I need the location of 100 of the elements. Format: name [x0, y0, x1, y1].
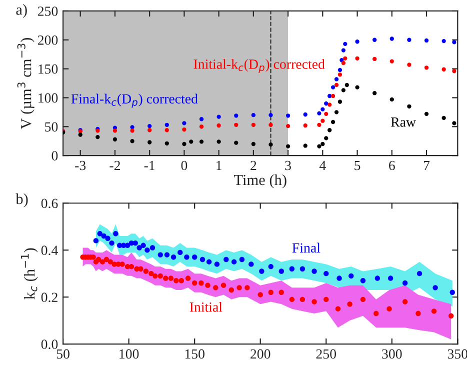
point — [338, 68, 342, 72]
point — [200, 256, 206, 262]
point — [101, 233, 106, 239]
point — [105, 236, 110, 241]
point — [341, 88, 346, 92]
point — [407, 38, 412, 42]
point — [336, 276, 342, 281]
point — [248, 262, 254, 267]
point — [432, 285, 438, 290]
point — [312, 268, 317, 274]
point — [192, 254, 198, 260]
point — [328, 128, 332, 132]
point — [158, 252, 163, 258]
point — [372, 38, 377, 42]
point — [112, 137, 118, 142]
point — [360, 296, 366, 302]
point — [164, 141, 169, 146]
point — [300, 266, 306, 272]
point — [78, 132, 82, 137]
point — [374, 310, 379, 316]
point — [163, 276, 168, 281]
point — [320, 142, 325, 146]
point — [317, 111, 322, 116]
x-tick-label: 3 — [285, 160, 291, 170]
y-tick-label: 0.4 — [41, 246, 58, 256]
x-tick-label: 200 — [250, 349, 270, 359]
point — [343, 56, 348, 60]
point — [324, 296, 329, 302]
point — [431, 308, 437, 314]
x-tick-label: -1 — [144, 160, 155, 170]
point — [390, 59, 394, 64]
y-tick-label: 0 — [52, 151, 58, 161]
point — [236, 285, 242, 290]
point — [220, 282, 226, 288]
x-tick-label: 0 — [181, 160, 188, 170]
series-label: Final — [292, 242, 320, 253]
point — [199, 140, 204, 144]
point — [424, 66, 429, 70]
point — [355, 40, 360, 44]
point — [158, 273, 163, 279]
point — [205, 282, 210, 288]
point — [112, 128, 118, 133]
point — [341, 48, 346, 52]
x-tick-label: 50 — [56, 349, 70, 359]
point — [343, 42, 348, 46]
point — [386, 306, 392, 312]
point — [341, 60, 346, 66]
point — [136, 245, 142, 250]
point — [189, 140, 194, 144]
point — [199, 117, 204, 122]
point — [97, 231, 102, 236]
point — [355, 56, 360, 60]
point — [168, 276, 174, 281]
y-axis-title: k$_{c}$ (h$^{−1}$) — [20, 248, 38, 300]
point — [335, 306, 341, 312]
series-label: Initial — [190, 302, 222, 312]
point — [334, 82, 339, 88]
point — [138, 266, 144, 272]
point — [402, 280, 408, 286]
point — [206, 259, 212, 264]
point — [164, 128, 169, 132]
point — [214, 262, 220, 267]
x-tick-label: -3 — [75, 160, 86, 170]
point — [164, 122, 169, 127]
point — [198, 280, 204, 286]
point — [416, 270, 422, 276]
point — [289, 266, 295, 272]
point — [289, 296, 295, 302]
series-label: Initial-k$_{c}$(D$_{p}$) corrected — [194, 59, 325, 74]
point — [442, 116, 446, 120]
point — [120, 262, 125, 267]
x-tick-label: 5 — [354, 160, 360, 170]
series-label: Final-k$_{c}$(D$_{p}$) corrected — [71, 94, 198, 108]
point — [338, 100, 342, 104]
point — [150, 245, 156, 250]
point — [448, 313, 454, 318]
point — [170, 254, 176, 260]
point — [328, 102, 332, 107]
point — [259, 268, 264, 274]
y-tick-label: 100 — [38, 93, 58, 103]
point — [244, 285, 250, 290]
point — [338, 72, 342, 77]
point — [258, 292, 263, 298]
point — [109, 240, 114, 246]
point — [452, 69, 456, 74]
x-tick-label: 300 — [382, 349, 402, 359]
point — [268, 290, 274, 295]
point — [330, 85, 336, 90]
y-tick-label: 0.0 — [41, 340, 58, 350]
point — [182, 121, 186, 126]
point — [372, 56, 377, 62]
point — [184, 254, 190, 260]
point — [278, 290, 284, 295]
point — [268, 142, 273, 147]
point — [312, 299, 317, 304]
point — [268, 264, 274, 270]
point — [164, 252, 170, 258]
point — [450, 290, 455, 295]
point — [148, 270, 154, 276]
point — [144, 248, 150, 253]
